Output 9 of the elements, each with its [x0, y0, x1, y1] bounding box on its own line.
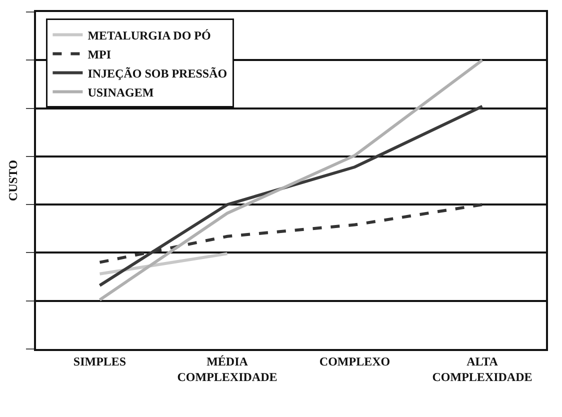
legend-label: MPI — [88, 47, 112, 62]
legend-label: INJEÇÃO SOB PRESSÃO — [88, 66, 228, 80]
legend-label: USINAGEM — [88, 85, 154, 100]
x-tick-label: SIMPLES — [73, 354, 126, 368]
x-tick-label: COMPLEXO — [319, 354, 390, 368]
x-tick-label: MÉDIA COMPLEXIDADE — [177, 354, 278, 384]
y-axis-title: CUSTO — [6, 160, 20, 202]
legend-label: METALURGIA DO PÓ — [88, 28, 211, 42]
x-tick-label: ALTA COMPLEXIDADE — [432, 354, 532, 384]
